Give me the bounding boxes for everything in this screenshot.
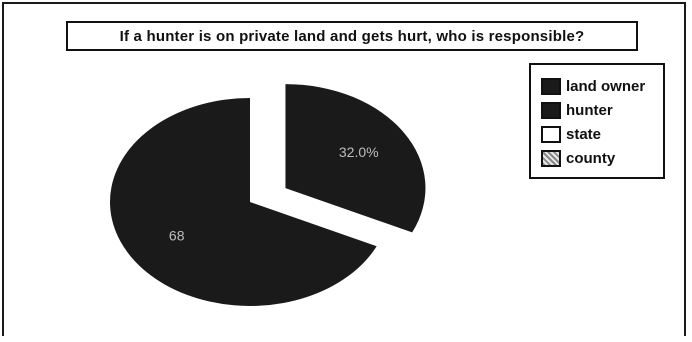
legend: land owner hunter state county <box>529 63 665 179</box>
legend-swatch-county <box>541 149 561 167</box>
legend-label-county: county <box>566 149 616 167</box>
slice-land-owner <box>109 98 377 306</box>
legend-item-county: county <box>541 146 663 170</box>
chart-title: If a hunter is on private land and gets … <box>66 21 638 51</box>
chart-frame <box>2 2 686 336</box>
legend-swatch-land-owner <box>541 77 561 95</box>
legend-label-land-owner: land owner <box>566 77 646 95</box>
legend-item-state: state <box>541 122 663 146</box>
legend-swatch-state <box>541 125 561 143</box>
slice-hunter <box>285 84 426 233</box>
legend-item-land-owner: land owner <box>541 74 663 98</box>
slice-label-land-owner: 68 <box>169 227 185 243</box>
legend-label-state: state <box>566 125 602 143</box>
legend-label-hunter: hunter <box>566 101 613 119</box>
legend-item-hunter: hunter <box>541 98 663 122</box>
slice-label-hunter: 32.0% <box>339 144 379 160</box>
legend-swatch-hunter <box>541 101 561 119</box>
